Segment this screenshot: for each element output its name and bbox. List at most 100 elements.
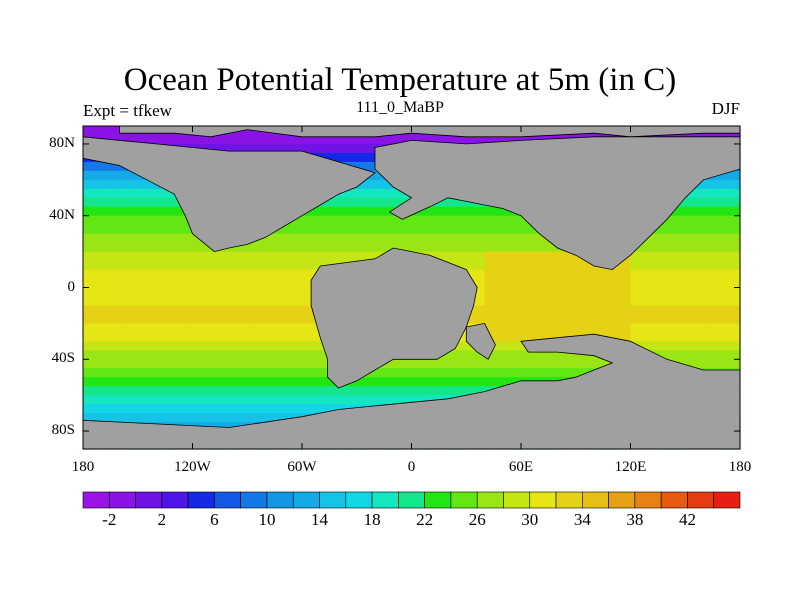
temperature-cell [365,188,376,199]
temperature-cell [502,305,513,316]
lon-label: 60E [508,459,534,475]
temperature-cell [219,287,230,298]
temperature-cell [511,269,522,280]
temperature-cell [274,251,285,262]
temperature-cell [183,350,194,360]
temperature-cell [174,233,184,244]
temperature-cell [566,305,577,316]
temperature-cell [539,233,549,244]
temperature-cell [365,233,376,244]
temperature-cell [110,197,121,208]
temperature-cell [101,395,111,405]
temperature-cell [119,233,130,244]
temperature-cell [247,251,257,262]
temperature-cell [156,242,166,253]
temperature-cell [238,242,248,253]
temperature-cell [146,179,157,190]
temperature-cell [92,386,102,396]
temperature-cell [283,269,294,280]
temperature-cell [438,386,449,396]
temperature-cell [694,269,705,280]
temperature-cell [429,251,440,262]
temperature-cell [511,260,522,271]
temperature-cell [502,287,513,298]
temperature-cell [566,269,577,280]
temperature-cell [612,332,622,342]
temperature-cell [302,269,312,280]
temperature-cell [247,359,257,369]
temperature-cell [630,260,641,271]
temperature-cell [548,323,559,333]
temperature-cell [210,404,221,414]
temperature-cell [712,242,723,253]
temperature-cell [256,359,267,369]
temperature-cell [393,368,403,378]
temperature-cell [101,386,111,396]
temperature-cell [83,413,93,423]
temperature-cell [639,242,650,253]
temperature-cell [484,287,495,298]
temperature-cell [238,377,248,387]
temperature-cell [639,251,650,262]
temperature-cell [721,206,732,217]
temperature-cell [466,269,476,280]
temperature-cell [584,269,595,280]
temperature-cell [721,188,732,199]
temperature-cell [265,305,276,316]
temperature-cell [201,323,212,333]
temperature-cell [119,278,130,289]
temperature-cell [475,314,486,324]
temperature-cell [530,323,540,333]
temperature-cell [685,278,695,289]
temperature-cell [429,134,440,145]
temperature-cell [146,197,157,208]
temperature-cell [484,377,495,387]
temperature-cell [302,287,312,298]
temperature-cell [365,161,376,172]
temperature-cell [119,188,130,199]
temperature-cell [92,278,102,289]
temperature-cell [256,269,267,280]
temperature-cell [210,305,221,316]
temperature-cell [92,359,102,369]
temperature-cell [174,314,184,324]
temperature-cell [657,332,668,342]
temperature-cell [721,278,732,289]
temperature-cell [511,134,522,145]
temperature-cell [156,215,166,226]
temperature-cell [137,197,148,208]
temperature-cell [648,341,659,351]
temperature-cell [110,386,121,396]
temperature-cell [210,296,221,307]
temperature-cell [411,215,422,226]
temperature-cell [566,296,577,307]
temperature-cell [548,296,559,307]
temperature-cell [174,413,184,423]
temperature-cell [484,206,495,217]
temperature-cell [183,359,194,369]
temperature-cell [594,323,604,333]
temperature-cell [685,197,695,208]
temperature-cell [694,314,705,324]
temperature-cell [174,332,184,342]
temperature-cell [283,287,294,298]
temperature-cell [201,395,212,405]
temperature-cell [475,359,486,369]
temperature-cell [502,359,513,369]
colorbar-label: 10 [258,510,276,529]
temperature-cell [210,341,221,351]
temperature-cell [694,179,705,190]
temperature-cell [475,134,486,145]
temperature-cell [375,224,385,235]
temperature-cell [210,332,221,342]
temperature-cell [137,368,148,378]
temperature-cell [712,260,723,271]
temperature-cell [247,314,257,324]
temperature-cell [92,260,102,271]
temperature-cell [128,305,139,316]
temperature-cell [712,341,723,351]
temperature-cell [575,350,586,360]
temperature-cell [694,242,705,253]
temperature-cell [128,134,139,145]
temperature-cell [119,287,130,298]
